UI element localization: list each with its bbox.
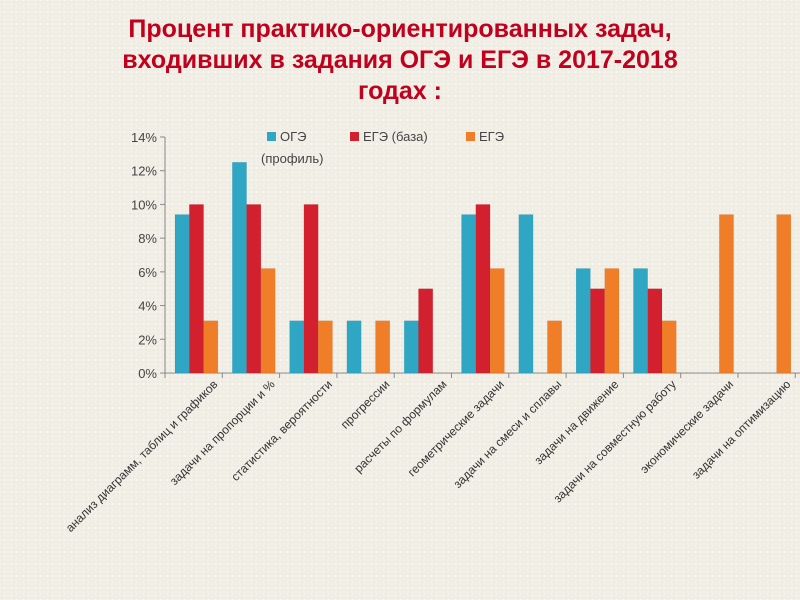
bar-oge [289,320,305,374]
y-tick-label: 12% [131,164,157,179]
bar-oge [575,268,591,374]
x-category-label: задачи на пропорции и % [167,377,278,488]
slide-title-line: Процент практико-ориентированных задач, [128,15,672,43]
bar-ege-base [246,204,262,374]
bar-oge [633,268,648,374]
bar-oge [518,214,534,374]
legend-swatch [267,132,276,141]
y-tick-label: 10% [131,197,157,212]
legend-swatch [466,132,475,141]
bar-ege-base [303,204,319,374]
bar-ege-profile [661,320,677,374]
y-tick-label: 0% [138,366,157,381]
y-tick-label: 2% [138,332,157,347]
slide-title: Процент практико-ориентированных задач, … [0,14,800,107]
bar-ege-profile [375,320,391,374]
y-tick-label: 4% [138,299,157,314]
bar-ege-profile [604,268,620,374]
bar-ege-profile [719,214,734,374]
x-category-label: прогрессии [338,377,392,431]
slide-title-line: годах : [358,77,442,105]
bar-ege-profile [776,214,792,374]
x-category-label: задачи на оптимизацию [689,377,793,481]
x-category-label: экономические задачи [637,377,736,476]
bar-ege-base [647,288,663,374]
bar-ege-profile [547,320,562,374]
bar-ege-base [418,288,434,374]
bar-ege-profile [203,320,219,374]
bar-ege-profile [260,268,276,374]
bar-oge [174,214,190,374]
bar-ege-base [590,288,605,374]
slide-title-line: входивших в задания ОГЭ и ЕГЭ в 2017-201… [122,46,678,74]
x-category-label: задачи на смеси и сплавы [451,377,565,491]
bar-ege-base [475,204,491,374]
legend-swatch [350,132,359,141]
legend-label: ОГЭ [280,129,307,144]
legend-label: ЕГЭ [479,129,504,144]
x-category-label: статистика, вероятности [228,377,335,484]
legend-label-continued: (профиль) [261,151,323,166]
legend-label: ЕГЭ (база) [363,129,428,144]
y-tick-label: 14% [131,130,157,145]
y-tick-label: 6% [138,265,157,280]
bar-ege-profile [489,268,505,374]
y-tick-label: 8% [138,231,157,246]
bar-oge [461,214,477,374]
bar-oge [403,320,419,374]
x-category-label: геометрические задачи [405,377,507,479]
bar-ege-base [189,204,204,374]
bar-ege-profile [317,320,333,374]
x-category-label: расчеты по формулам [351,377,449,475]
bar-oge [346,320,362,374]
bar-oge [232,162,247,374]
x-category-label: задачи на совместную работу [551,377,679,505]
